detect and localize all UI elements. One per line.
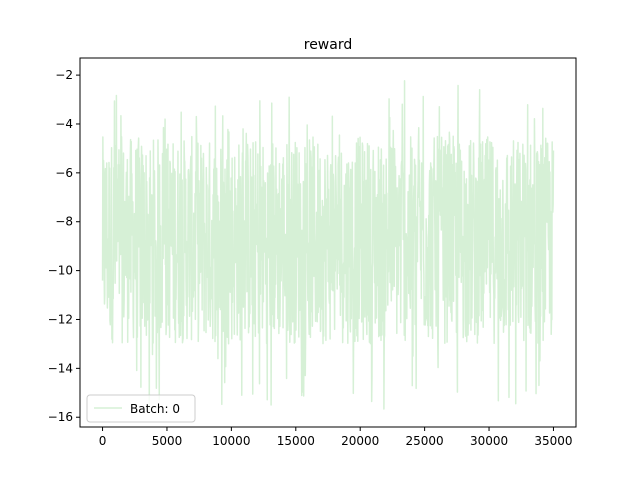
x-tick-label: 20000 (341, 434, 379, 448)
x-tick-label: 30000 (470, 434, 508, 448)
x-tick-label: 35000 (534, 434, 572, 448)
y-tick-label: −2 (55, 68, 73, 82)
x-tick-label: 5000 (152, 434, 183, 448)
x-tick-label: 25000 (406, 434, 444, 448)
y-tick-label: −14 (48, 361, 73, 375)
x-tick-label: 15000 (277, 434, 315, 448)
axes-frame (79, 57, 577, 428)
legend-box (86, 394, 196, 423)
x-tick-label: 0 (99, 434, 107, 448)
y-tick-label: −10 (48, 264, 73, 278)
y-tick-label: −12 (48, 312, 73, 326)
x-tick-label: 10000 (212, 434, 250, 448)
legend-label-batch-0: Batch: 0 (130, 402, 180, 416)
y-axis: −16 −14 −12 −10 −8 −6 −4 −2 (48, 68, 80, 424)
series-line-batch-0 (101, 79, 555, 411)
x-axis: 0 5000 10000 15000 20000 25000 30000 35000 (99, 427, 573, 448)
chart-title: reward (304, 37, 353, 53)
y-tick-label: −6 (55, 166, 73, 180)
legend: Batch: 0 (86, 394, 196, 423)
plot-area (101, 79, 555, 411)
y-tick-label: −8 (55, 215, 73, 229)
y-tick-label: −16 (48, 410, 73, 424)
y-tick-label: −4 (55, 117, 73, 131)
